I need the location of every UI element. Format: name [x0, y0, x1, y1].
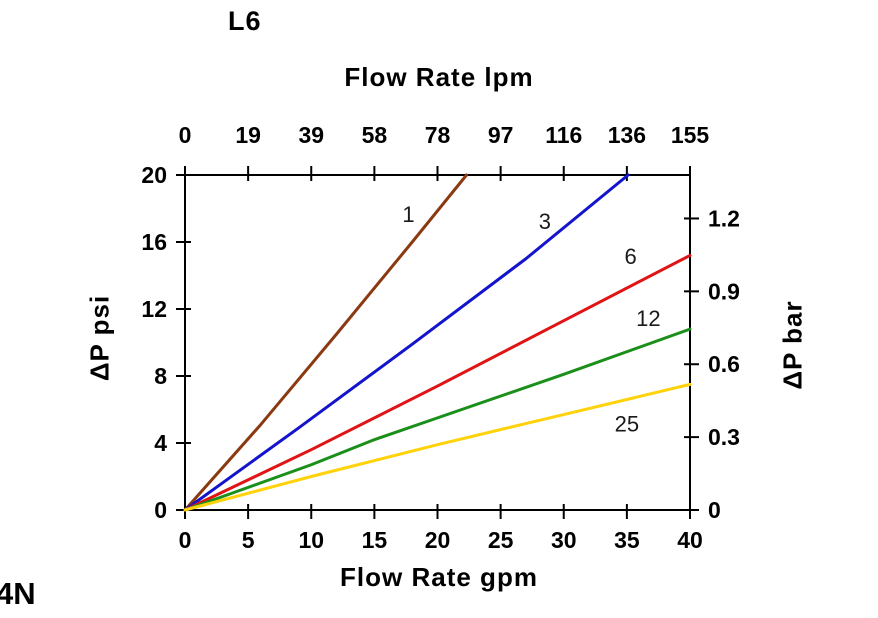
right-tick-label: 0.6: [708, 351, 740, 377]
series-label-6: 6: [625, 244, 637, 269]
right-tick-label: 0.3: [708, 424, 740, 450]
left-tick-label: 20: [141, 162, 167, 188]
right-tick-label: 0: [708, 497, 721, 523]
top-tick-label: 97: [488, 122, 514, 148]
bottom-tick-label: 5: [242, 527, 255, 553]
top-tick-label: 39: [298, 122, 324, 148]
top-tick-label: 136: [608, 122, 646, 148]
bottom-tick-label: 20: [425, 527, 451, 553]
left-axis-title: ΔP psi: [84, 294, 115, 382]
top-tick-label: 116: [545, 122, 582, 148]
top-tick-label: 0: [179, 122, 192, 148]
bottom-tick-label: 25: [488, 527, 514, 553]
series-label-1: 1: [402, 202, 414, 227]
top-axis-title: Flow Rate lpm: [344, 62, 534, 92]
series-line-6: [183, 253, 692, 512]
left-tick-label: 0: [154, 497, 167, 523]
series-line-25: [183, 382, 692, 512]
left-tick-label: 8: [154, 363, 167, 389]
top-tick-label: 155: [671, 122, 710, 148]
series-label-3: 3: [539, 209, 551, 234]
top-tick-label: 78: [425, 122, 451, 148]
bottom-tick-label: 30: [551, 527, 577, 553]
series-line-12: [183, 327, 692, 512]
top-tick-label: 58: [362, 122, 388, 148]
series-line-1: [183, 173, 469, 512]
left-tick-label: 16: [141, 229, 167, 255]
corner-text: 4N: [0, 576, 36, 611]
series-label-12: 12: [636, 306, 660, 331]
page-title: L6: [228, 6, 262, 36]
right-tick-label: 1.2: [708, 205, 740, 231]
right-axis-title: ΔP bar: [777, 300, 808, 390]
bottom-tick-label: 15: [362, 527, 388, 553]
bottom-tick-label: 10: [298, 527, 324, 553]
bottom-tick-label: 0: [179, 527, 192, 553]
left-tick-label: 12: [141, 296, 167, 322]
series-label-25: 25: [615, 412, 639, 437]
right-tick-label: 0.9: [708, 278, 740, 304]
bottom-axis-title: Flow Rate gpm: [340, 562, 538, 592]
left-tick-label: 4: [154, 430, 167, 456]
bottom-tick-label: 40: [677, 527, 703, 553]
series-line-3: [183, 173, 630, 512]
bottom-tick-label: 35: [614, 527, 640, 553]
top-tick-label: 19: [235, 122, 261, 148]
plot-frame: [184, 174, 691, 511]
